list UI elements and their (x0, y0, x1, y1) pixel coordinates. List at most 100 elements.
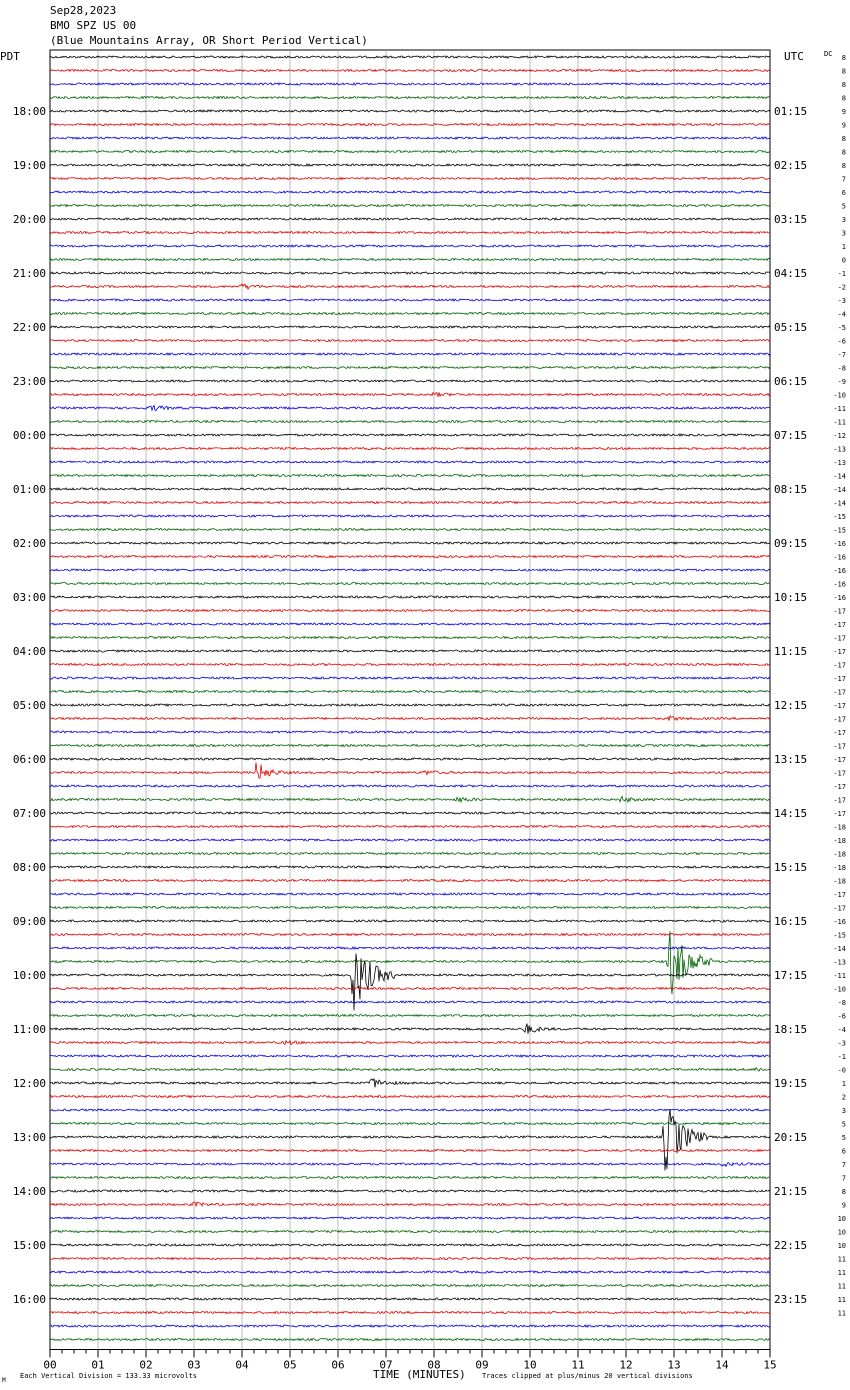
trace-line (49, 257, 771, 262)
trace-line (49, 68, 771, 73)
trace-line (49, 55, 771, 59)
x-tick-label: 15 (763, 1359, 776, 1372)
dc-offset-label: -13 (833, 459, 846, 467)
corner-mark: M (2, 1377, 6, 1384)
x-tick-label: 11 (571, 1359, 584, 1372)
trace-line (49, 1201, 771, 1207)
trace-line (49, 703, 771, 707)
dc-offset-label: 8 (842, 149, 846, 157)
dc-offset-label: 7 (842, 1175, 846, 1183)
dc-offset-label: -17 (833, 702, 846, 710)
dc-offset-label: -17 (833, 635, 846, 643)
trace-line (49, 919, 771, 923)
trace-line (49, 1283, 771, 1288)
dc-offset-label: 9 (842, 122, 846, 130)
trace-line (49, 163, 771, 167)
trace-line (49, 365, 771, 370)
trace-line (49, 635, 771, 640)
trace-line (49, 568, 771, 572)
dc-offset-label: 1 (842, 243, 846, 251)
trace-line (49, 946, 771, 950)
trace-line (49, 109, 771, 113)
pdt-hour-label: 12:00 (13, 1077, 46, 1090)
trace-line (49, 986, 771, 991)
dc-offset-label: -15 (833, 513, 846, 521)
dc-offset-label: -17 (833, 891, 846, 899)
x-tick-label: 02 (139, 1359, 152, 1372)
dc-offset-label: 0 (842, 257, 846, 265)
utc-hour-label: 05:15 (774, 321, 807, 334)
utc-hour-label: 22:15 (774, 1239, 807, 1252)
trace-line (49, 1054, 771, 1058)
pdt-hour-label: 08:00 (13, 861, 46, 874)
pdt-hour-label: 03:00 (13, 591, 46, 604)
dc-offset-label: -15 (833, 527, 846, 535)
trace-line (49, 500, 771, 505)
dc-offset-label: 2 (842, 1094, 846, 1102)
seismic-traces (49, 55, 771, 1342)
dc-offset-label: -16 (833, 594, 846, 602)
pdt-hour-label: 00:00 (13, 429, 46, 442)
dc-offset-label: -8 (838, 365, 846, 373)
trace-line (49, 878, 771, 883)
dc-offset-label: 7 (842, 176, 846, 184)
trace-line (49, 811, 771, 815)
trace-line (49, 1270, 771, 1274)
x-tick-label: 01 (91, 1359, 104, 1372)
trace-line (49, 662, 771, 667)
dc-offset-label: -0 (838, 1067, 846, 1075)
dc-offset-label: -16 (833, 918, 846, 926)
utc-hour-label: 10:15 (774, 591, 807, 604)
dc-offset-label: 8 (842, 54, 846, 62)
trace-line (49, 1229, 771, 1234)
trace-line (49, 743, 771, 748)
utc-hour-label: 21:15 (774, 1185, 807, 1198)
dc-offset-label: -17 (833, 905, 846, 913)
trace-line (49, 953, 771, 1011)
trace-line (49, 1094, 771, 1099)
pdt-hour-label: 01:00 (13, 483, 46, 496)
dc-offset-label: -16 (833, 567, 846, 575)
dc-offset-label: -16 (833, 554, 846, 562)
utc-hour-label: 03:15 (774, 213, 807, 226)
plot-frame (49, 49, 771, 1350)
trace-line (49, 379, 771, 383)
dc-offset-label: -17 (833, 810, 846, 818)
trace-line (49, 433, 771, 437)
trace-line (49, 149, 771, 154)
trace-line (49, 1077, 771, 1088)
x-tick-label: 09 (475, 1359, 488, 1372)
scale-note: Each Vertical Division = 133.33 microvol… (20, 1372, 197, 1380)
dc-offset-label: -3 (838, 1040, 846, 1048)
utc-hour-label: 02:15 (774, 159, 807, 172)
utc-hour-label: 01:15 (774, 105, 807, 118)
pdt-hour-label: 07:00 (13, 807, 46, 820)
trace-line (50, 824, 771, 829)
dc-offset-label: -8 (838, 999, 846, 1007)
trace-line (49, 230, 771, 235)
dc-offset-label: -17 (833, 743, 846, 751)
x-tick-label: 10 (523, 1359, 536, 1372)
dc-offset-label: -7 (838, 351, 846, 359)
dc-offset-label: 6 (842, 189, 846, 197)
utc-hour-label: 14:15 (774, 807, 807, 820)
dc-offset-label: -2 (838, 284, 846, 292)
pdt-hour-label: 05:00 (13, 699, 46, 712)
utc-hour-label: 07:15 (774, 429, 807, 442)
trace-line (49, 404, 771, 412)
trace-line (49, 419, 771, 424)
dc-offset-label: -18 (833, 878, 846, 886)
trace-line (49, 851, 771, 856)
trace-line (49, 203, 771, 208)
trace-line (49, 338, 771, 343)
dc-offset-label: -17 (833, 662, 846, 670)
dc-offset-label: 11 (838, 1283, 846, 1291)
trace-line (49, 244, 771, 248)
x-tick-label: 12 (619, 1359, 632, 1372)
trace-line (49, 473, 771, 478)
utc-hour-label: 06:15 (774, 375, 807, 388)
dc-offset-label: 8 (842, 1188, 846, 1196)
trace-line (49, 122, 771, 127)
dc-offset-label: 9 (842, 1202, 846, 1210)
dc-offset-label: 10 (838, 1215, 846, 1223)
